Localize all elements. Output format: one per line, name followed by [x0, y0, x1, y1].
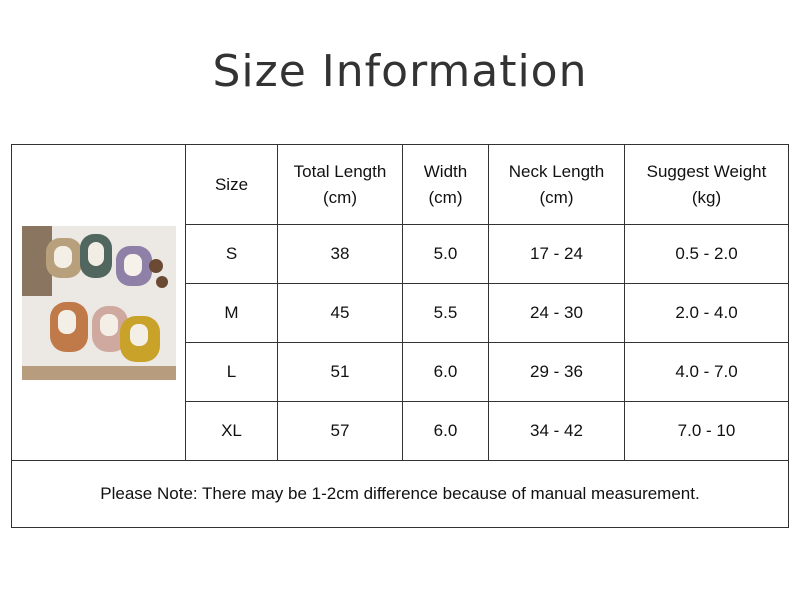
measurement-note: Please Note: There may be 1-2cm differen… — [11, 460, 789, 528]
product-image-cell — [11, 144, 186, 461]
header-suggest-weight: Suggest Weight (kg) — [624, 144, 789, 225]
header-neck-length: Neck Length (cm) — [488, 144, 625, 225]
note-row: Please Note: There may be 1-2cm differen… — [11, 460, 789, 528]
cell-neck-length: 24 - 30 — [488, 283, 625, 343]
cell-suggest-weight: 2.0 - 4.0 — [624, 283, 789, 343]
cell-total-length: 51 — [277, 342, 403, 402]
product-photo — [21, 225, 176, 380]
cell-suggest-weight: 0.5 - 2.0 — [624, 224, 789, 284]
cell-neck-length: 34 - 42 — [488, 401, 625, 461]
size-table: Size Total Length (cm) Width (cm) Neck Len… — [11, 144, 789, 528]
cell-suggest-weight: 4.0 - 7.0 — [624, 342, 789, 402]
page-title: Size Information — [212, 46, 588, 97]
cell-total-length: 45 — [277, 283, 403, 343]
cell-neck-length: 29 - 36 — [488, 342, 625, 402]
cell-suggest-weight: 7.0 - 10 — [624, 401, 789, 461]
cell-size: XL — [185, 401, 278, 461]
header-size: Size — [185, 144, 278, 225]
cell-width: 5.5 — [402, 283, 489, 343]
cell-width: 6.0 — [402, 342, 489, 402]
cell-width: 5.0 — [402, 224, 489, 284]
table-row: XL 57 6.0 34 - 42 7.0 - 10 — [12, 401, 789, 461]
header-width: Width (cm) — [402, 144, 489, 225]
table-row: L 51 6.0 29 - 36 4.0 - 7.0 — [12, 342, 789, 402]
cell-total-length: 38 — [277, 224, 403, 284]
cell-total-length: 57 — [277, 401, 403, 461]
cell-width: 6.0 — [402, 401, 489, 461]
header-total-length: Total Length (cm) — [277, 144, 403, 225]
table-row: S 38 5.0 17 - 24 0.5 - 2.0 — [12, 224, 789, 284]
cell-neck-length: 17 - 24 — [488, 224, 625, 284]
cell-size: L — [185, 342, 278, 402]
cell-size: S — [185, 224, 278, 284]
cell-size: M — [185, 283, 278, 343]
table-row: M 45 5.5 24 - 30 2.0 - 4.0 — [12, 283, 789, 343]
table-header-row: Size Total Length (cm) Width (cm) Neck Len… — [11, 144, 789, 461]
